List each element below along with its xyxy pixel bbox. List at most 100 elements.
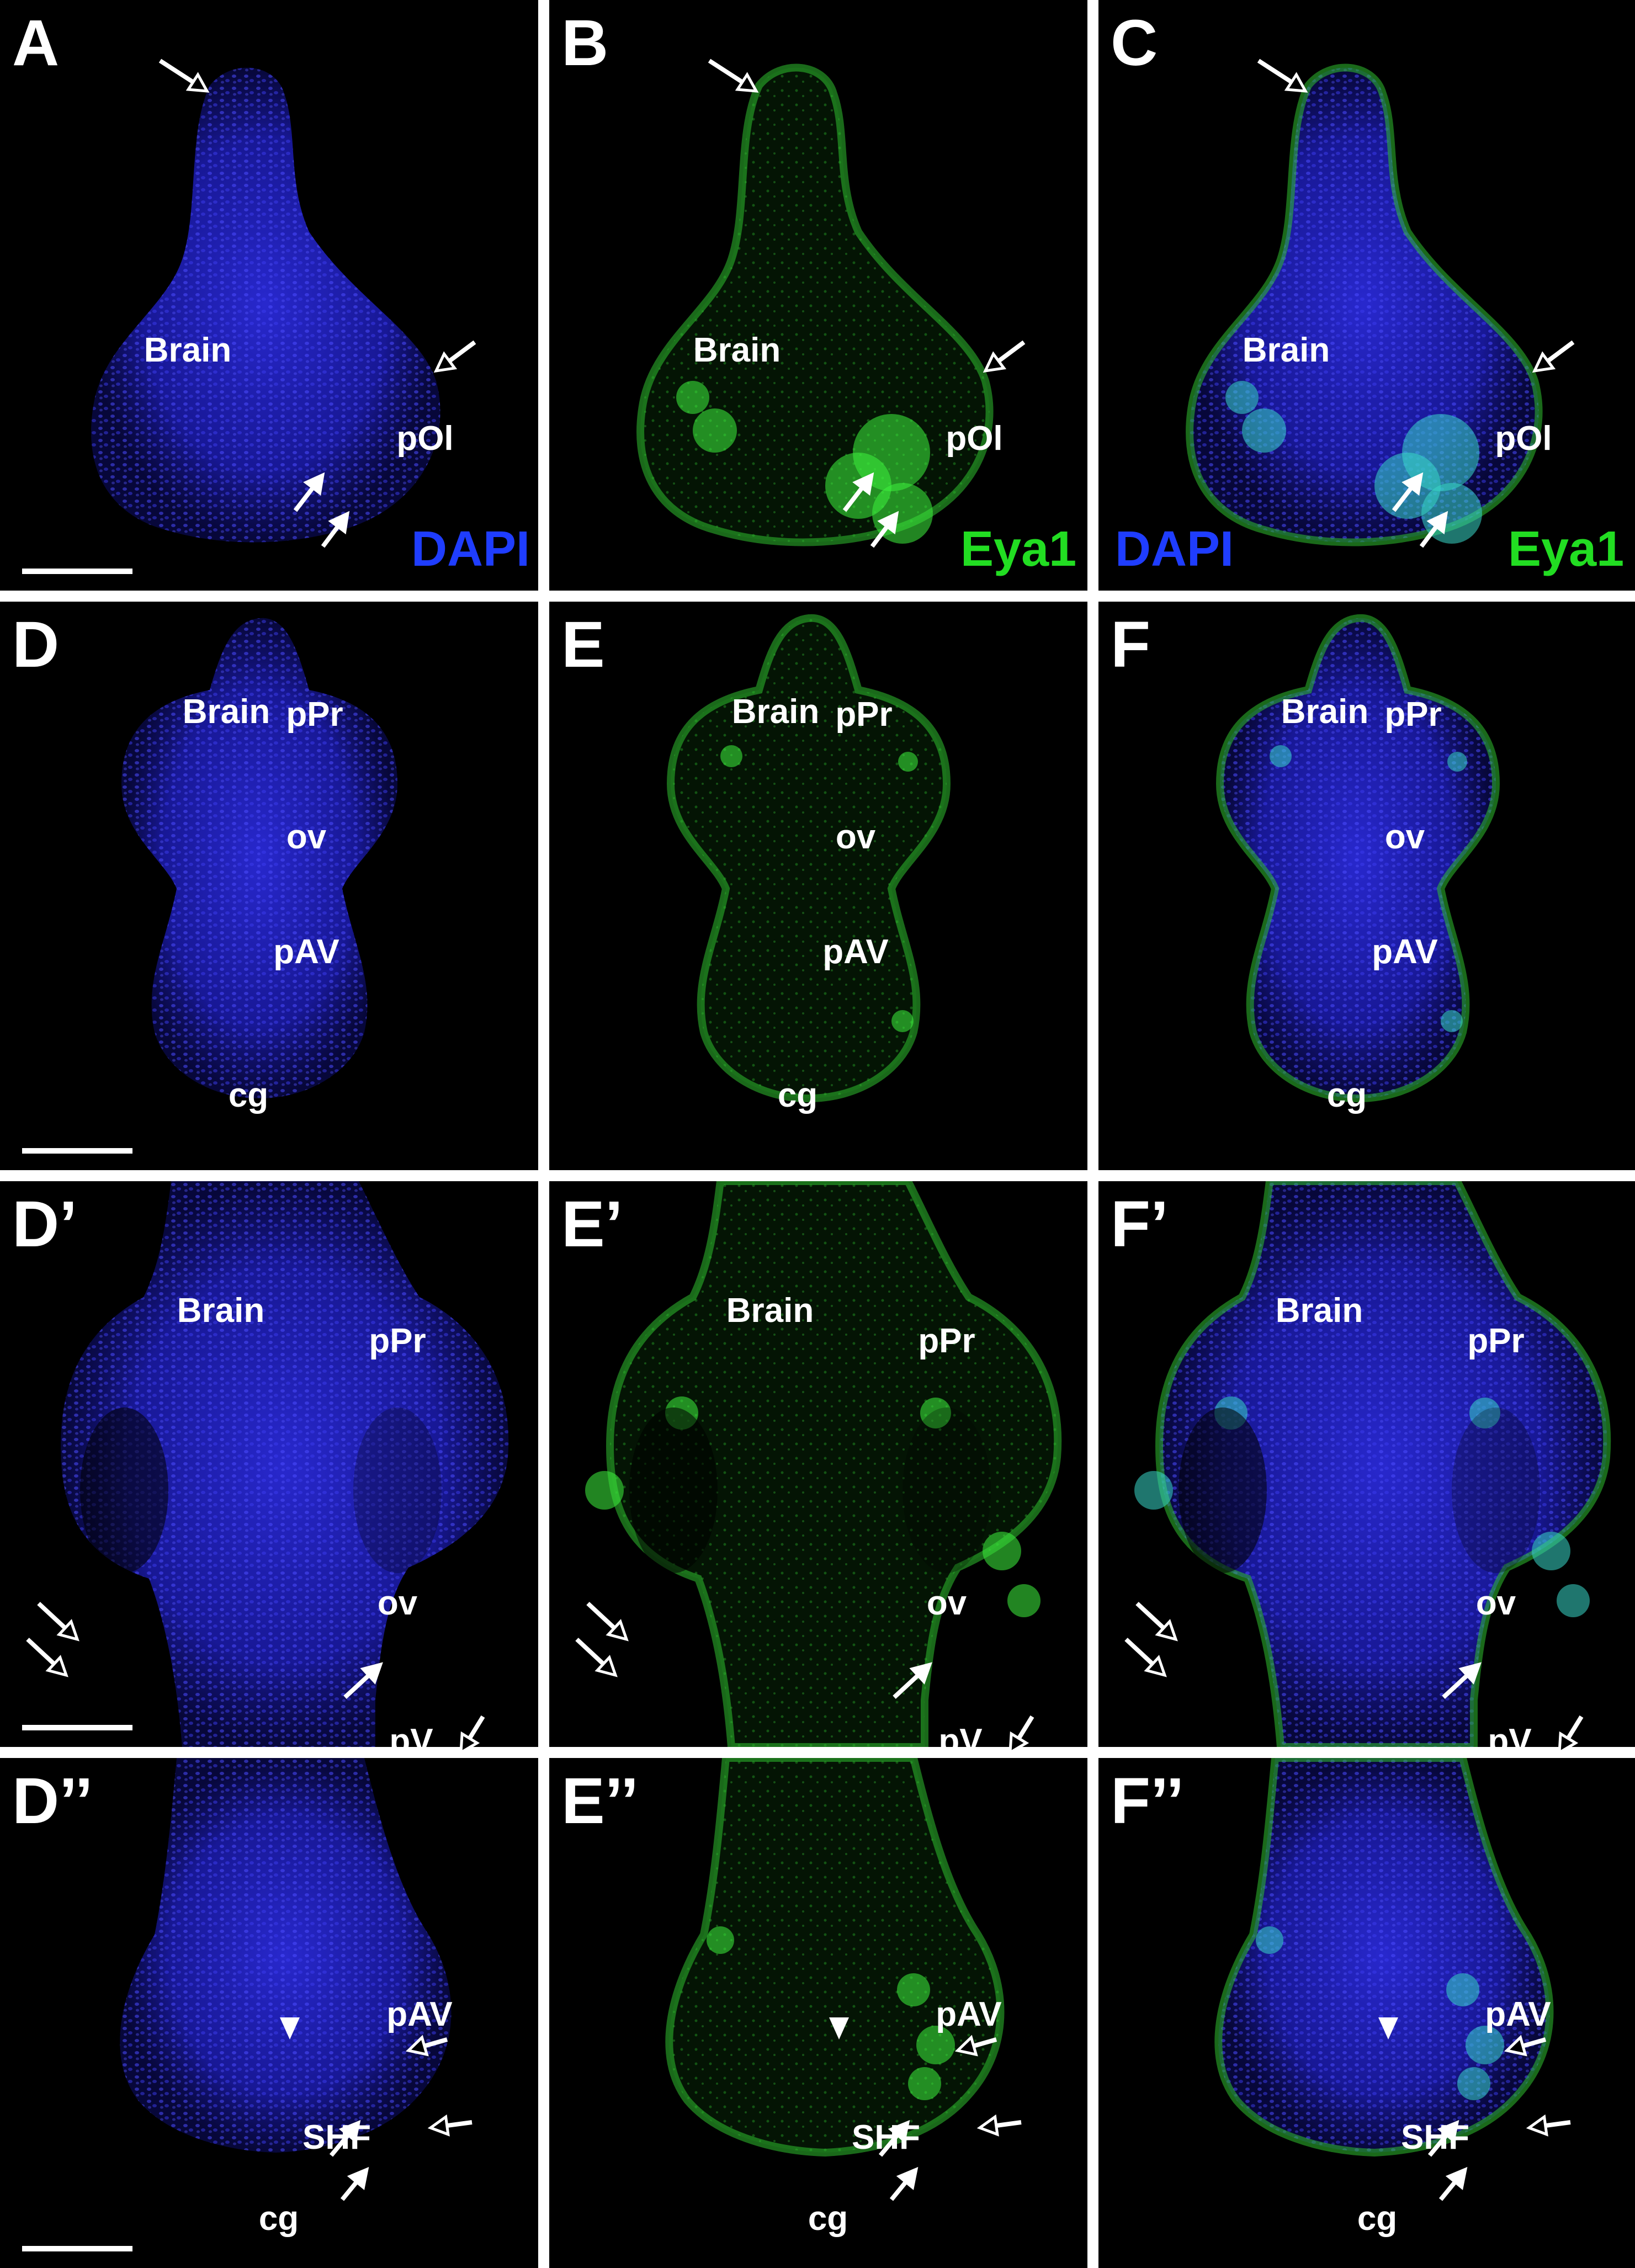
panel-F: Brain pPr ov pAV cg F xyxy=(1098,602,1635,1170)
panel-label: F’ xyxy=(1111,1188,1169,1261)
eya1-cluster xyxy=(1469,1398,1500,1428)
panel-label: F’’ xyxy=(1111,1765,1184,1837)
eya1-cluster xyxy=(1466,2026,1504,2064)
solid-arrow-icon xyxy=(878,2120,910,2157)
panel-D2: pAV SHF cg D’’ xyxy=(0,1758,538,2268)
solid-arrow-icon xyxy=(870,511,899,548)
eya1-cluster xyxy=(920,1398,951,1428)
region-label-cg: cg xyxy=(778,1076,817,1114)
open-arrow-icon xyxy=(26,1638,68,1677)
open-arrow-icon xyxy=(983,340,1026,373)
region-label-ppr: pPr xyxy=(286,695,343,734)
region-label-brain: Brain xyxy=(1281,693,1368,731)
scale-bar xyxy=(22,1148,132,1154)
region-label-shf: SHF xyxy=(1401,2118,1469,2157)
eya1-epithelium xyxy=(606,1181,1062,1747)
panel-label: B xyxy=(561,7,608,79)
open-arrow-icon xyxy=(708,59,759,93)
region-label-ov: ov xyxy=(1385,818,1425,856)
panel-B: Brain pOl B Eya1 xyxy=(549,0,1087,591)
region-label-ppr: pPr xyxy=(1467,1322,1524,1360)
open-arrow-icon xyxy=(158,59,210,93)
eya1-cluster xyxy=(1457,2067,1490,2100)
eya1-cluster xyxy=(1446,1973,1479,2006)
region-label-pav: pAV xyxy=(1372,933,1437,971)
region-label-shf: SHF xyxy=(852,2118,920,2157)
nuclei-texture xyxy=(121,618,397,1098)
eya1-speckle xyxy=(610,1181,1058,1747)
region-label-ppr: pPr xyxy=(835,695,892,734)
eya1-cluster xyxy=(891,1010,914,1032)
solid-arrow-icon xyxy=(329,2120,361,2157)
open-arrow-icon xyxy=(1008,1715,1034,1755)
solid-arrow-icon xyxy=(889,2166,919,2201)
open-arrow-icon xyxy=(405,2035,448,2057)
arrowhead-icon xyxy=(829,2017,849,2039)
eya1-cluster xyxy=(1242,408,1286,453)
panel-C: Brain pOl C DAPI Eya1 xyxy=(1098,0,1635,591)
scale-bar xyxy=(22,569,132,574)
open-arrow-icon xyxy=(1558,1715,1584,1755)
solid-arrow-icon xyxy=(1392,472,1424,512)
panel-label: D’’ xyxy=(12,1765,93,1837)
open-arrow-icon xyxy=(459,1715,485,1755)
region-label-brain: Brain xyxy=(1276,1292,1363,1330)
region-label-cg: cg xyxy=(229,1076,268,1114)
region-label-brain: Brain xyxy=(693,331,781,369)
eya1-cluster xyxy=(1225,381,1259,414)
eya1-cluster xyxy=(1270,745,1292,767)
eya1-cluster xyxy=(585,1471,624,1510)
region-label-brain: Brain xyxy=(144,331,231,369)
panel-A: Brain pOl A DAPI xyxy=(0,0,538,591)
panel-D: Brain pPr ov pAV cg D xyxy=(0,602,538,1170)
solid-arrow-icon xyxy=(893,1662,932,1699)
eya1-cluster xyxy=(897,1973,930,2006)
region-label-cg: cg xyxy=(1357,2200,1397,2238)
region-label-brain: Brain xyxy=(177,1292,264,1330)
eya1-cluster xyxy=(1532,1532,1570,1570)
eya1-cluster xyxy=(916,2026,955,2064)
panel-label: C xyxy=(1111,7,1158,79)
panel-E1: Brain pPr ov pV E’ xyxy=(549,1181,1087,1874)
eya1-epithelium xyxy=(1214,1758,1554,2157)
eya1-cluster xyxy=(1447,752,1467,772)
region-label-pav: pAV xyxy=(822,933,888,971)
panel-label: F xyxy=(1111,608,1150,681)
region-label-pav: pAV xyxy=(1485,1995,1551,2033)
eya1-cluster xyxy=(1256,1926,1283,1954)
open-arrow-icon xyxy=(433,340,476,373)
eya1-epithelium xyxy=(665,1758,1005,2157)
region-label-pol: pOl xyxy=(1495,419,1552,458)
region-label-pv: pV xyxy=(1488,1722,1531,1760)
open-arrow-icon xyxy=(1135,1602,1178,1642)
panel-D1: Brain pPr ov pV D’ xyxy=(0,1181,538,1874)
nuclei-texture xyxy=(1220,618,1496,1098)
solid-arrow-icon xyxy=(1438,2166,1468,2201)
region-label-cg: cg xyxy=(808,2200,848,2238)
panel-F2: pAV SHF cg F’’ xyxy=(1098,1758,1635,2268)
eya1-epithelium xyxy=(1215,614,1500,1103)
nuclei-texture xyxy=(120,1758,452,2153)
open-arrow-icon xyxy=(976,2114,1022,2137)
nuclei-texture xyxy=(1218,1758,1550,2153)
region-label-ov: ov xyxy=(286,818,327,856)
open-arrow-icon xyxy=(1532,340,1575,373)
region-label-pav: pAV xyxy=(936,1995,1001,2033)
eya1-speckle xyxy=(671,618,947,1098)
region-label-ppr: pPr xyxy=(369,1322,426,1360)
open-arrow-icon xyxy=(575,1638,618,1677)
panel-E: Brain pPr ov pAV cg E xyxy=(549,602,1087,1170)
region-label-ov: ov xyxy=(927,1584,967,1622)
region-label-ov: ov xyxy=(836,818,876,856)
panel-label: D xyxy=(12,608,59,681)
panel-label: A xyxy=(12,7,59,79)
region-label-pav: pAV xyxy=(386,1995,452,2033)
arrowhead-icon xyxy=(280,2017,300,2039)
open-arrow-icon xyxy=(1124,1638,1167,1677)
nuclei-texture xyxy=(61,1181,509,1747)
eya1-cluster xyxy=(983,1532,1021,1570)
region-label-pol: pOl xyxy=(946,419,1002,458)
region-label-brain: Brain xyxy=(183,693,270,731)
region-label-pav: pAV xyxy=(273,933,339,971)
